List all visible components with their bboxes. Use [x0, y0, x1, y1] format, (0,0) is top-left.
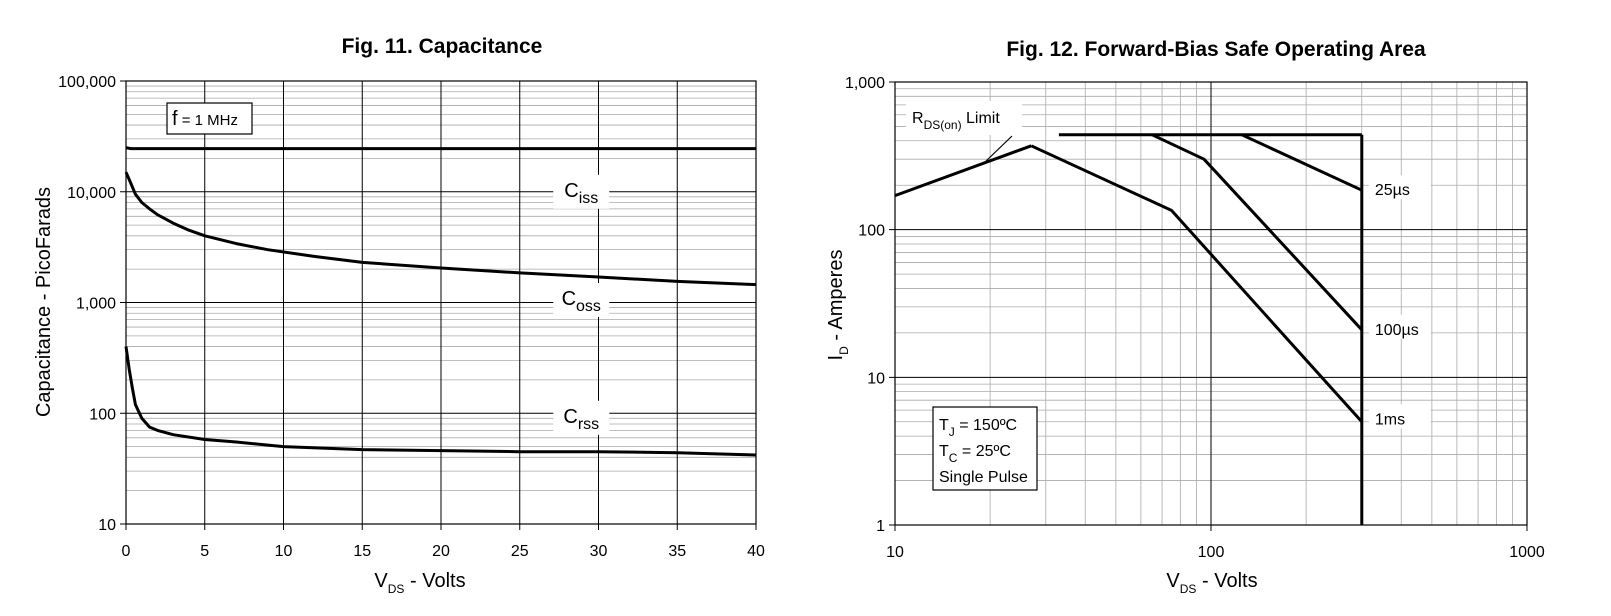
condition-line: TJ = 150ºC	[939, 417, 1017, 439]
chart-title: Fig. 12. Forward-Bias Safe Operating Are…	[1006, 38, 1426, 61]
series-label-main: C	[563, 406, 577, 428]
series-line-coss	[124, 171, 757, 287]
series-label-coss: Coss	[562, 288, 601, 315]
series-line-ciss	[125, 146, 756, 151]
y-axis-label: ID - Amperes	[825, 250, 851, 361]
rds-on-limit-label-main: R	[912, 110, 924, 127]
y-tick-label: 10	[867, 370, 885, 387]
series-label-bg	[1368, 314, 1431, 339]
series-label-25-s: 25µs	[1375, 182, 1410, 199]
x-tick-label: 20	[432, 543, 450, 560]
rds-leader-line	[983, 135, 1013, 164]
series-label-sub: iss	[579, 190, 599, 207]
series-label-crss: Crss	[563, 406, 599, 433]
y-axis-label: Capacitance - PicoFarads	[33, 187, 55, 417]
condition-line: TC = 25ºC	[939, 443, 1011, 465]
x-axis-label: VDS - Volts	[374, 570, 465, 596]
x-tick-label: 35	[668, 543, 686, 560]
y-tick-label: 1	[876, 518, 885, 535]
series-line-25-s	[1240, 133, 1363, 192]
series-label-bg	[553, 282, 610, 317]
x-tick-label: 10	[886, 544, 904, 561]
series-label-sub: oss	[576, 298, 601, 315]
rds-label-bg	[906, 101, 1022, 135]
x-axis-label: VDS - Volts	[1166, 570, 1257, 596]
x-axis-label-main: V	[374, 570, 388, 592]
x-tick-label: 25	[511, 543, 529, 560]
series-line-100-s	[1151, 133, 1363, 331]
condition-line: Single Pulse	[939, 469, 1028, 486]
x-tick-label: 30	[590, 543, 608, 560]
y-axis-label-main: I	[825, 355, 847, 361]
x-tick-label: 10	[275, 543, 293, 560]
x-axis-label-main: V	[1166, 570, 1180, 592]
series-label-100-s: 100µs	[1375, 322, 1419, 339]
x-tick-label: 1000	[1509, 544, 1545, 561]
series-label-bg	[1368, 404, 1431, 429]
series-label-bg	[553, 174, 610, 209]
y-tick-label: 100	[89, 406, 116, 423]
series-label-1ms: 1ms	[1375, 411, 1405, 428]
x-tick-label: 0	[122, 543, 131, 560]
condition-line-sub: C	[949, 451, 958, 465]
frequency-annotation: f = 1 MHz	[172, 108, 238, 130]
series-label-main: C	[564, 180, 578, 202]
x-tick-label: 5	[200, 543, 209, 560]
rds-on-limit-label-rest: Limit	[962, 110, 1001, 127]
x-axis-label-rest: - Volts	[404, 570, 465, 592]
y-tick-label: 100,000	[58, 74, 116, 91]
x-axis-label-sub: DS	[1180, 582, 1197, 596]
y-tick-label: 100	[858, 223, 885, 240]
x-tick-label: 15	[353, 543, 371, 560]
y-axis-label-sub: D	[837, 346, 851, 355]
y-tick-label: 10,000	[67, 185, 116, 202]
frequency-box	[166, 102, 253, 135]
rds-on-limit-label: RDS(on) Limit	[912, 110, 1000, 132]
chart-title: Fig. 11. Capacitance	[342, 35, 543, 58]
x-axis-label-sub: DS	[388, 582, 405, 596]
capacitance-chart: 10 100 1,000 10,000 100,000 0 5 10 15 20 25 30 35 40 C…	[33, 35, 765, 596]
condition-line-rest: = 25ºC	[957, 443, 1010, 460]
series-label-ciss: Ciss	[564, 180, 598, 207]
plot-frame	[894, 81, 1528, 526]
series-label-main: C	[562, 288, 576, 310]
series-label-bg	[553, 400, 610, 435]
condition-line-sub: J	[949, 425, 955, 439]
condition-line-main: T	[939, 417, 949, 434]
rds-on-limit-label-sub: DS(on)	[924, 118, 962, 132]
plot-frame	[125, 80, 757, 525]
series-line-1ms	[1030, 144, 1363, 423]
x-tick-label: 100	[1198, 544, 1225, 561]
y-tick-label: 10	[98, 517, 116, 534]
y-tick-label: 1,000	[845, 75, 885, 92]
series-line-rds-on-limit	[894, 144, 1032, 198]
condition-line-rest: = 150ºC	[955, 417, 1017, 434]
x-tick-label: 40	[747, 543, 765, 560]
conditions-box	[932, 406, 1038, 491]
x-axis-label-rest: - Volts	[1196, 570, 1257, 592]
y-tick-label: 1,000	[76, 296, 116, 313]
frequency-annotation-rest: = 1 MHz	[178, 112, 238, 129]
condition-line-main: T	[939, 443, 949, 460]
series-label-bg	[1368, 175, 1431, 200]
frequency-annotation-main: f	[172, 108, 178, 130]
y-axis-label-rest: - Amperes	[825, 250, 847, 347]
condition-line-main: Single Pulse	[939, 469, 1028, 486]
series-label-sub: rss	[578, 416, 599, 433]
series-line-crss	[124, 346, 757, 457]
